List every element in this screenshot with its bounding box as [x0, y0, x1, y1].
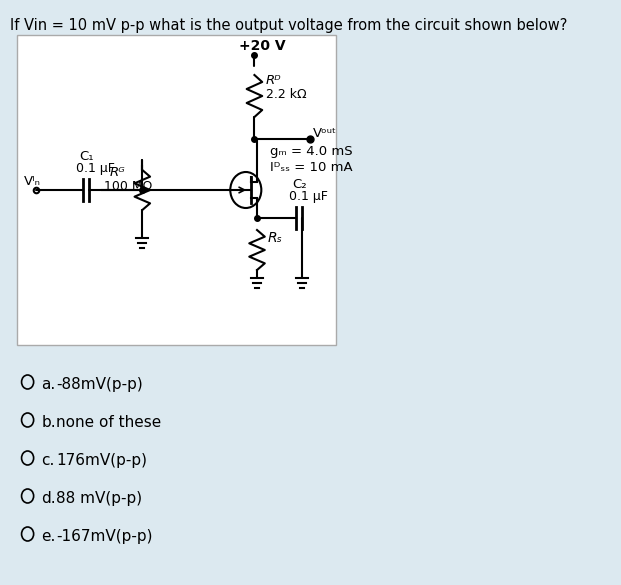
Text: C₂: C₂ — [292, 178, 307, 191]
Text: -167mV(p-p): -167mV(p-p) — [56, 529, 153, 544]
Text: b.: b. — [42, 415, 56, 430]
Text: 100 MΩ: 100 MΩ — [104, 180, 153, 193]
Text: c.: c. — [42, 453, 55, 468]
Text: If Vin = 10 mV p-p what is the output voltage from the circuit shown below?: If Vin = 10 mV p-p what is the output vo… — [11, 18, 568, 33]
Text: +20 V: +20 V — [239, 39, 286, 53]
Text: Iᴰₛₛ = 10 mA: Iᴰₛₛ = 10 mA — [270, 161, 353, 174]
Text: Vᵒᵘᵗ: Vᵒᵘᵗ — [313, 127, 337, 140]
Text: Rₛ: Rₛ — [268, 231, 282, 245]
Text: gₘ = 4.0 mS: gₘ = 4.0 mS — [270, 145, 353, 158]
Text: 176mV(p-p): 176mV(p-p) — [56, 453, 147, 468]
Text: 0.1 μF: 0.1 μF — [289, 190, 328, 203]
Text: Vᴵₙ: Vᴵₙ — [24, 175, 41, 188]
Text: none of these: none of these — [56, 415, 161, 430]
Text: e.: e. — [42, 529, 56, 544]
Text: 2.2 kΩ: 2.2 kΩ — [266, 88, 306, 101]
Text: 0.1 μF: 0.1 μF — [76, 162, 115, 175]
Text: 88 mV(p-p): 88 mV(p-p) — [56, 491, 142, 506]
Text: d.: d. — [42, 491, 56, 506]
FancyBboxPatch shape — [17, 35, 337, 345]
Text: -88mV(p-p): -88mV(p-p) — [56, 377, 143, 392]
Text: a.: a. — [42, 377, 56, 392]
Text: Rᴳ: Rᴳ — [109, 166, 125, 179]
Text: Rᴰ: Rᴰ — [266, 74, 281, 87]
Text: C₁: C₁ — [79, 150, 94, 163]
